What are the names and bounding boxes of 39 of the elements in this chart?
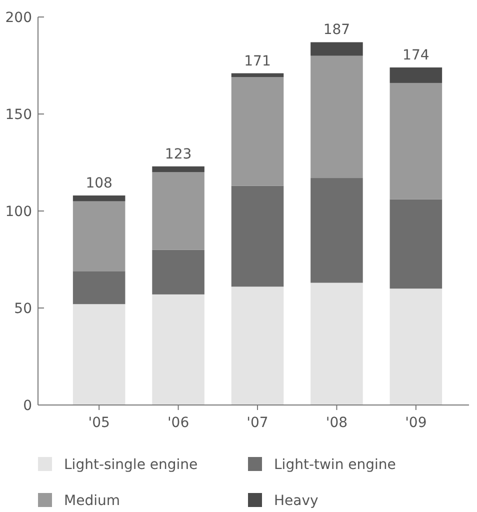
bar	[152, 166, 204, 172]
legend-label: Light-single engine	[64, 457, 198, 473]
total-label: 108	[86, 175, 112, 192]
y-tick-label: 0	[23, 398, 32, 414]
y-tick-label: 200	[5, 10, 32, 26]
bar	[152, 250, 204, 294]
total-label: 174	[402, 47, 430, 64]
legend-label: Heavy	[274, 493, 318, 509]
bar	[390, 288, 442, 405]
bar	[72, 304, 126, 405]
bar	[152, 294, 204, 405]
bar	[72, 201, 126, 272]
x-tick-label: '09	[405, 415, 427, 431]
bar	[310, 56, 363, 178]
bar	[152, 172, 204, 250]
bar	[72, 271, 126, 304]
bar	[390, 82, 442, 200]
x-tick-label: '06	[167, 415, 190, 431]
bar	[310, 282, 363, 405]
legend-label: Medium	[64, 493, 120, 509]
total-label: 187	[323, 22, 350, 38]
bar	[390, 67, 442, 83]
y-tick-label: 150	[5, 107, 32, 123]
bar	[231, 186, 284, 287]
x-tick-label: '07	[246, 415, 268, 431]
y-tick-label: 50	[14, 301, 32, 317]
bar	[310, 42, 363, 56]
bar	[72, 195, 126, 202]
total-label: 123	[164, 146, 192, 162]
legend-label: Light-twin engine	[274, 457, 396, 473]
x-tick-label: '08	[326, 415, 348, 431]
bar	[310, 178, 363, 283]
total-label: 171	[244, 53, 271, 70]
y-tick-label: 100	[5, 204, 32, 220]
bar	[231, 286, 284, 405]
x-tick-label: '05	[88, 415, 110, 431]
bar	[390, 199, 442, 289]
bar	[231, 77, 284, 186]
bar	[231, 73, 284, 78]
